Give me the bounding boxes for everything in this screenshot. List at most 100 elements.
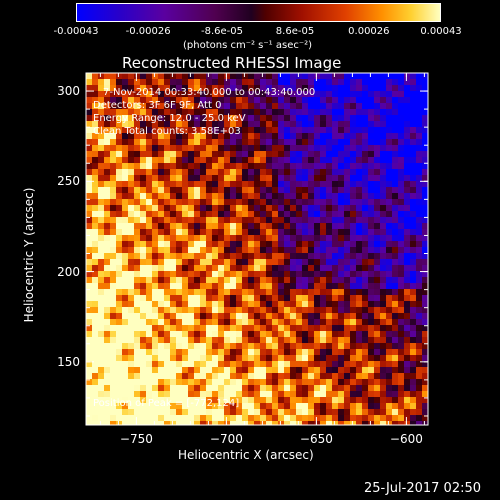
heatmap-cell	[212, 103, 219, 110]
heatmap-cell	[308, 355, 315, 362]
heatmap-cell	[284, 295, 291, 302]
heatmap-cell	[104, 283, 111, 290]
heatmap-cell	[332, 349, 339, 356]
heatmap-cell	[290, 151, 297, 158]
heatmap-cell	[134, 385, 141, 392]
heatmap-cell	[410, 301, 417, 308]
heatmap-cell	[200, 403, 207, 410]
heatmap-cell	[416, 397, 423, 404]
heatmap-cell	[86, 295, 93, 302]
heatmap-cell	[86, 271, 93, 278]
heatmap-cell	[344, 217, 351, 224]
heatmap-cell	[206, 199, 213, 206]
heatmap-cell	[272, 373, 279, 380]
heatmap-cell	[290, 397, 297, 404]
heatmap-cell	[254, 367, 261, 374]
heatmap-cell	[398, 79, 405, 86]
heatmap-cell	[170, 133, 177, 140]
heatmap-cell	[356, 193, 363, 200]
heatmap-cell	[254, 133, 261, 140]
heatmap-cell	[218, 79, 225, 86]
heatmap-cell	[278, 151, 285, 158]
heatmap-cell	[380, 373, 387, 380]
heatmap-cell	[320, 415, 327, 422]
heatmap-cell	[200, 373, 207, 380]
heatmap-cell	[350, 127, 357, 134]
heatmap-cell	[410, 367, 417, 374]
heatmap-cell	[374, 331, 381, 338]
heatmap-cell	[386, 175, 393, 182]
heatmap-cell	[116, 283, 123, 290]
heatmap-cell	[152, 139, 159, 146]
heatmap-cell	[230, 247, 237, 254]
heatmap-cell	[236, 175, 243, 182]
heatmap-cell	[284, 289, 291, 296]
heatmap-cell	[284, 199, 291, 206]
heatmap-cell	[128, 91, 135, 98]
heatmap-cell	[290, 313, 297, 320]
heatmap-cell	[332, 85, 339, 92]
heatmap-cell	[356, 187, 363, 194]
heatmap-cell	[164, 73, 171, 80]
heatmap-cell	[416, 199, 423, 206]
heatmap-cell	[212, 373, 219, 380]
heatmap-cell	[266, 73, 273, 80]
heatmap-cell	[176, 181, 183, 188]
heatmap-cell	[146, 259, 153, 266]
heatmap-cell	[206, 271, 213, 278]
heatmap-cell	[422, 85, 429, 92]
heatmap-cell	[188, 295, 195, 302]
heatmap-cell	[398, 337, 405, 344]
heatmap-cell	[152, 229, 159, 236]
heatmap-cell	[104, 289, 111, 296]
heatmap-cell	[332, 223, 339, 230]
heatmap-cell	[152, 247, 159, 254]
heatmap-cell	[248, 391, 255, 398]
heatmap-cell	[326, 205, 333, 212]
heatmap-cell	[92, 133, 99, 140]
heatmap-cell	[356, 133, 363, 140]
heatmap-cell	[302, 229, 309, 236]
heatmap-cell	[170, 277, 177, 284]
heatmap-cell	[326, 127, 333, 134]
heatmap-cell	[398, 229, 405, 236]
heatmap-cell	[122, 145, 129, 152]
heatmap-cell	[128, 97, 135, 104]
heatmap-cell	[146, 91, 153, 98]
heatmap-cell	[326, 301, 333, 308]
heatmap-cell	[308, 295, 315, 302]
heatmap-cell	[350, 157, 357, 164]
heatmap-cell	[284, 163, 291, 170]
heatmap-cell	[338, 163, 345, 170]
heatmap-cell	[200, 121, 207, 128]
heatmap-cell	[206, 409, 213, 416]
heatmap-cell	[302, 145, 309, 152]
heatmap-cell	[380, 385, 387, 392]
heatmap-cell	[344, 247, 351, 254]
heatmap-cell	[314, 265, 321, 272]
heatmap-cell	[224, 151, 231, 158]
heatmap-cell	[170, 403, 177, 410]
heatmap-cell	[230, 91, 237, 98]
heatmap-cell	[380, 391, 387, 398]
heatmap-cell	[308, 229, 315, 236]
heatmap-cell	[296, 259, 303, 266]
heatmap-cell	[92, 79, 99, 86]
heatmap-cell	[296, 241, 303, 248]
heatmap-cell	[236, 421, 243, 426]
heatmap-cell	[110, 361, 117, 368]
heatmap-cell	[338, 391, 345, 398]
heatmap-cell	[194, 421, 201, 426]
heatmap-cell	[158, 337, 165, 344]
heatmap-cell	[344, 325, 351, 332]
heatmap-cell	[164, 313, 171, 320]
heatmap-cell	[362, 283, 369, 290]
heatmap-cell	[356, 121, 363, 128]
heatmap-cell	[320, 229, 327, 236]
heatmap-cell	[188, 259, 195, 266]
heatmap-cell	[404, 253, 411, 260]
heatmap-cell	[116, 289, 123, 296]
heatmap-cell	[278, 157, 285, 164]
heatmap-cell	[146, 235, 153, 242]
heatmap-cell	[338, 403, 345, 410]
